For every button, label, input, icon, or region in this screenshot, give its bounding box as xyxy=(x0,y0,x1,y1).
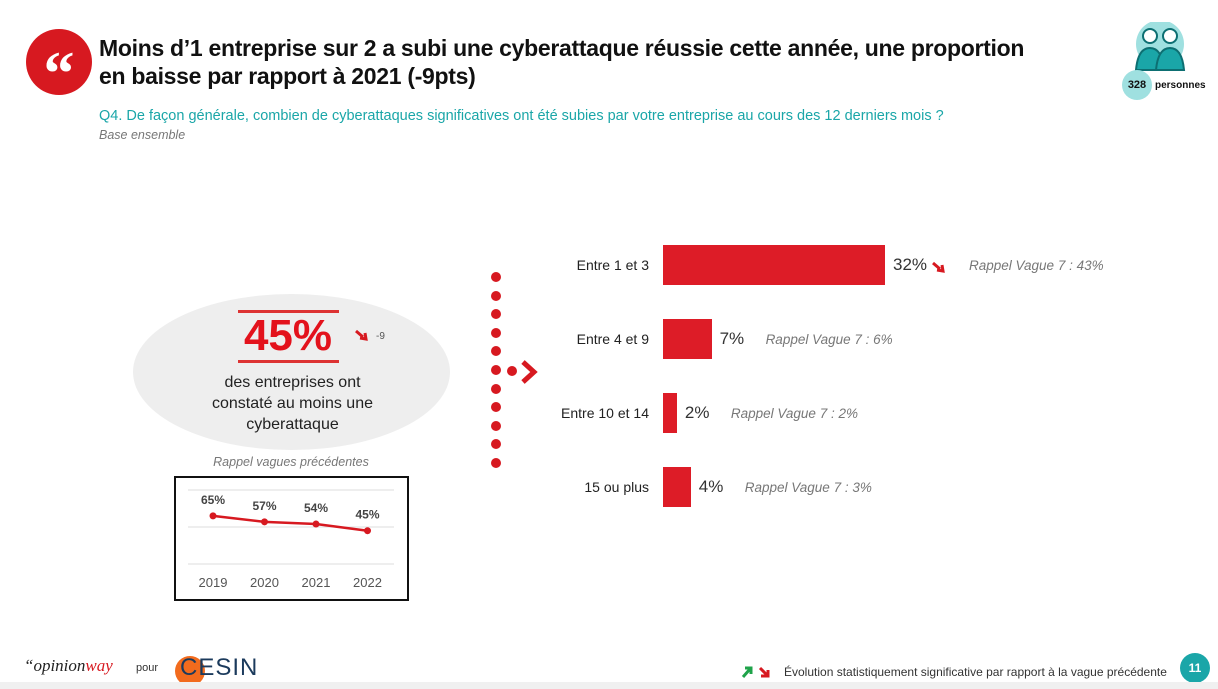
opinionway-logo: “opinionway xyxy=(24,656,113,675)
footer-bar xyxy=(0,682,1218,689)
data-label: 57% xyxy=(252,499,276,513)
base-text: Base ensemble xyxy=(99,128,186,142)
trend-down-icon xyxy=(355,329,368,341)
recall-label: Rappel Vague 7 : 43% xyxy=(969,258,1104,273)
data-point xyxy=(261,518,268,526)
bar-value-label: 32% xyxy=(893,255,928,274)
separator-dot xyxy=(491,458,501,468)
question-text: Q4. De façon générale, combien de cybera… xyxy=(99,108,944,124)
page-title: Moins d’1 entreprise sur 2 a subi une cy… xyxy=(99,34,1099,90)
bar-value-label: 2% xyxy=(684,403,710,422)
page-number: 11 xyxy=(1180,653,1210,683)
sample-label: personnes xyxy=(1155,80,1206,91)
line-series xyxy=(212,514,368,532)
divider xyxy=(238,310,339,313)
bar xyxy=(663,467,691,507)
x-tick-label: 2022 xyxy=(353,575,382,590)
significance-legend: Évolution statistiquement significative … xyxy=(784,665,1167,679)
title-line-2: en baisse par rapport à 2021 (-9pts) xyxy=(99,63,476,89)
recall-label: Rappel Vague 7 : 2% xyxy=(730,406,858,421)
highlight-delta: -9 xyxy=(376,331,385,342)
separator-dot xyxy=(491,346,501,357)
x-tick-label: 2019 xyxy=(199,575,228,590)
highlight-description: des entreprises ont constaté au moins un… xyxy=(212,374,373,433)
separator-dot xyxy=(491,420,501,431)
data-label: 65% xyxy=(201,493,225,507)
highlight-bubble xyxy=(133,294,450,450)
recall-label: Rappel Vague 7 : 6% xyxy=(765,332,893,347)
line-chart-title: Rappel vagues précédentes xyxy=(213,455,369,469)
category-label: Entre 1 et 3 xyxy=(576,257,649,273)
line-chart: 65% 2019 57% 2020 54% 2021 45% 2022 xyxy=(188,489,394,590)
separator-dot xyxy=(491,327,501,338)
line-chart-box xyxy=(174,476,409,601)
sample-count: 328 xyxy=(1122,70,1152,100)
data-point xyxy=(209,512,217,520)
title-line-1: Moins d’1 entreprise sur 2 a subi une cy… xyxy=(99,35,1025,61)
people-icon xyxy=(1134,22,1186,71)
cesin-logo-mark xyxy=(175,656,205,686)
data-point xyxy=(312,520,320,528)
divider xyxy=(238,360,339,363)
trend-down-icon xyxy=(932,261,945,273)
significance-arrows-icon xyxy=(741,666,770,678)
data-label: 54% xyxy=(304,501,328,515)
pour-label: pour xyxy=(136,662,159,674)
quote-icon: “ xyxy=(26,29,92,108)
separator-dot xyxy=(491,402,501,413)
bar-value-label: 7% xyxy=(719,329,745,348)
separator-dot xyxy=(491,309,501,320)
category-label: 15 ou plus xyxy=(584,479,649,495)
category-label: Entre 4 et 9 xyxy=(576,331,649,347)
separator-dot xyxy=(491,290,501,301)
separator-dot xyxy=(491,272,501,282)
x-tick-label: 2020 xyxy=(250,575,279,590)
category-label: Entre 10 et 14 xyxy=(561,405,649,421)
x-tick-label: 2021 xyxy=(302,575,331,590)
bar xyxy=(663,393,677,433)
separator-dot xyxy=(491,365,501,375)
separator-dot xyxy=(507,366,517,376)
chevron-right-icon xyxy=(521,360,538,384)
bar xyxy=(663,245,885,285)
separator-dot xyxy=(491,439,501,450)
bar-value-label: 4% xyxy=(698,477,724,496)
highlight-value: 45% xyxy=(243,311,333,360)
data-point xyxy=(364,527,371,535)
cesin-logo: CESIN xyxy=(180,654,259,681)
recall-label: Rappel Vague 7 : 3% xyxy=(744,480,872,495)
separator-dot xyxy=(491,383,501,394)
bar xyxy=(663,319,712,359)
data-label: 45% xyxy=(355,508,379,522)
